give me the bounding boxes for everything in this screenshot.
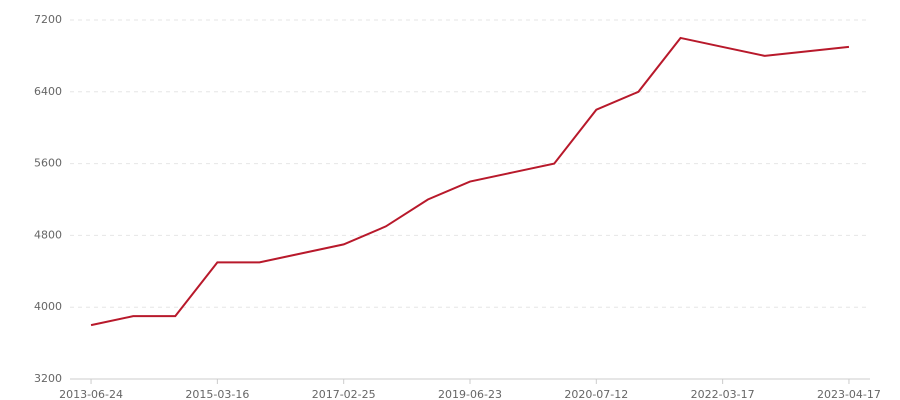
line [90,36,850,327]
x-tick-label: 2020-07-12 [564,388,628,400]
y-tick-label: 6400 [34,85,62,98]
x-tick-label: 2013-06-24 [59,388,123,400]
y-tick-label: 7200 [34,13,62,26]
x-tick-label: 2019-06-23 [438,388,502,400]
y-tick-label: 4000 [34,300,62,313]
x-tick-label: 2017-02-25 [312,388,376,400]
y-tick-label: 5600 [34,157,62,170]
y-tick-label: 3200 [34,372,62,385]
y-tick-label: 4800 [34,228,62,241]
x-tick-label: 2022-03-17 [691,388,755,400]
x-tick-label: 2023-04-17 [817,388,881,400]
x-tick-label: 2015-03-16 [185,388,249,400]
